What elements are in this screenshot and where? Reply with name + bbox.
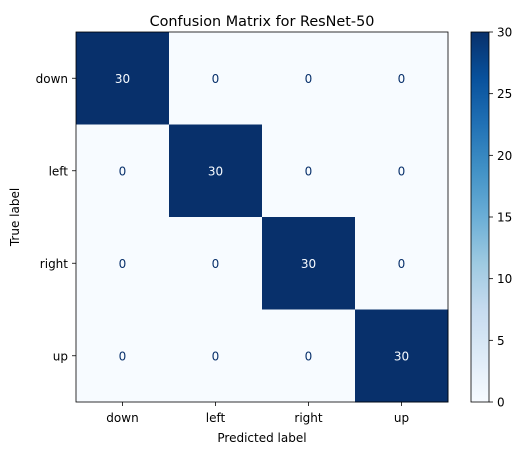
- matrix-cell-down-left: [169, 32, 263, 125]
- cell-value-label: 30: [301, 257, 316, 271]
- matrix-cell-up-right: [262, 309, 356, 403]
- cell-value-label: 0: [305, 349, 313, 363]
- y-tick-label: down: [36, 72, 68, 86]
- y-tick-label: up: [53, 349, 68, 363]
- y-axis-ticks: down left right up: [36, 72, 76, 363]
- x-axis-ticks: down left right up: [106, 402, 409, 425]
- x-tick-label: right: [294, 411, 322, 425]
- cell-value-label: 0: [398, 164, 406, 178]
- matrix-cell-down-right: [262, 32, 356, 125]
- x-tick-label: down: [106, 411, 138, 425]
- y-tick-label: left: [49, 164, 69, 178]
- cell-value-label: 30: [394, 349, 409, 363]
- matrix-cell-left-down: [76, 124, 170, 218]
- colorbar-ticks: 0 5 10 15 20 25 30: [489, 26, 512, 410]
- colorbar-tick-label: 30: [497, 26, 512, 40]
- matrix-cell-left-right: [262, 124, 356, 218]
- colorbar-tick-label: 15: [497, 211, 512, 225]
- y-axis-label: True label: [8, 188, 22, 247]
- cell-value-label: 0: [119, 164, 127, 178]
- cell-value-label: 30: [208, 164, 223, 178]
- matrix-cell-left-left: [169, 124, 263, 218]
- colorbar-tick-label: 10: [497, 272, 512, 286]
- x-tick-label: up: [394, 411, 409, 425]
- cell-value-label: 0: [212, 349, 220, 363]
- cell-value-label: 0: [398, 72, 406, 86]
- matrix-cell-up-up: [355, 309, 449, 403]
- matrix-cell-down-up: [355, 32, 449, 125]
- matrix-cell-right-down: [76, 217, 170, 310]
- matrix-cell-labels: 30 0 0 0 0 30 0 0 0 0 30 0 0 0 0 30: [115, 72, 409, 364]
- matrix-cell-left-up: [355, 124, 449, 218]
- colorbar-tick-label: 20: [497, 149, 512, 163]
- matrix-cell-down-down: [76, 32, 170, 125]
- matrix-cell-right-left: [169, 217, 263, 310]
- matrix-cell-right-up: [355, 217, 449, 310]
- cell-value-label: 0: [212, 257, 220, 271]
- colorbar: [470, 31, 490, 403]
- cell-value-label: 0: [398, 257, 406, 271]
- colorbar-tick-label: 0: [497, 396, 505, 410]
- chart-title: Confusion Matrix for ResNet-50: [150, 14, 375, 30]
- matrix-cell-up-down: [76, 309, 170, 403]
- cell-value-label: 0: [119, 257, 127, 271]
- cell-value-label: 0: [305, 72, 313, 86]
- y-tick-label: right: [40, 257, 68, 271]
- x-axis-label: Predicted label: [217, 431, 306, 445]
- matrix-frame: [75, 31, 449, 403]
- matrix-cell-right-right: [262, 217, 356, 310]
- cell-value-label: 0: [305, 164, 313, 178]
- cell-value-label: 0: [212, 72, 220, 86]
- colorbar-tick-label: 25: [497, 87, 512, 101]
- cell-value-label: 0: [119, 349, 127, 363]
- colorbar-tick-label: 5: [497, 334, 505, 348]
- cell-value-label: 30: [115, 72, 130, 86]
- matrix-cells: [76, 32, 449, 403]
- matrix-cell-up-left: [169, 309, 263, 403]
- x-tick-label: left: [206, 411, 226, 425]
